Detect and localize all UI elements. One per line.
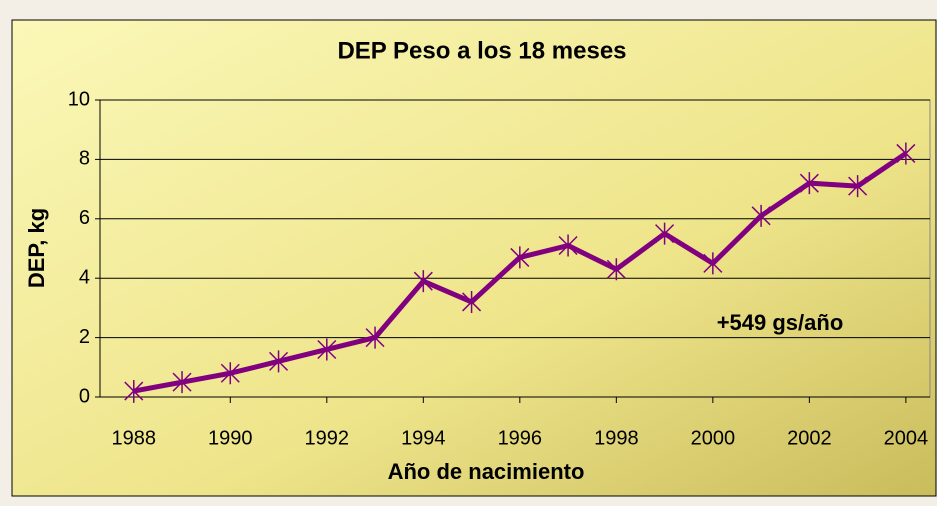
x-tick-label: 1996	[498, 427, 543, 449]
point-marker	[655, 222, 675, 245]
point-marker	[558, 234, 578, 257]
point-marker	[269, 350, 289, 373]
point-marker	[220, 362, 240, 385]
point-marker	[896, 142, 916, 165]
point-marker	[606, 258, 626, 281]
y-tick-label: 8	[79, 148, 90, 170]
y-axis-label: DEP, kg	[24, 208, 49, 288]
annotation: +549 gs/año	[717, 310, 844, 335]
point-marker	[365, 326, 385, 349]
point-marker	[172, 371, 192, 394]
point-marker	[413, 270, 433, 293]
chart-frame	[11, 19, 937, 497]
x-axis-label: Año de nacimiento	[388, 459, 585, 484]
x-tick-label: 2004	[884, 427, 929, 449]
x-tick-label: 2002	[787, 427, 832, 449]
point-marker	[510, 246, 530, 269]
chart-title: DEP Peso a los 18 meses	[337, 37, 626, 64]
x-tick-label: 1998	[594, 427, 639, 449]
x-tick-label: 2000	[691, 427, 736, 449]
point-marker	[703, 252, 723, 275]
point-marker	[462, 290, 482, 313]
y-tick-label: 10	[68, 88, 90, 110]
y-tick-label: 2	[79, 326, 90, 348]
y-tick-label: 4	[79, 266, 90, 288]
point-marker	[751, 204, 771, 227]
y-tick-label: 0	[79, 385, 90, 407]
point-marker	[799, 172, 819, 195]
x-tick-label: 1994	[401, 427, 446, 449]
point-marker	[124, 380, 144, 403]
point-marker	[848, 175, 868, 198]
y-tick-label: 6	[79, 207, 90, 229]
x-tick-label: 1990	[208, 427, 253, 449]
x-tick-label: 1988	[112, 427, 157, 449]
x-tick-label: 1992	[305, 427, 350, 449]
point-marker	[317, 338, 337, 361]
